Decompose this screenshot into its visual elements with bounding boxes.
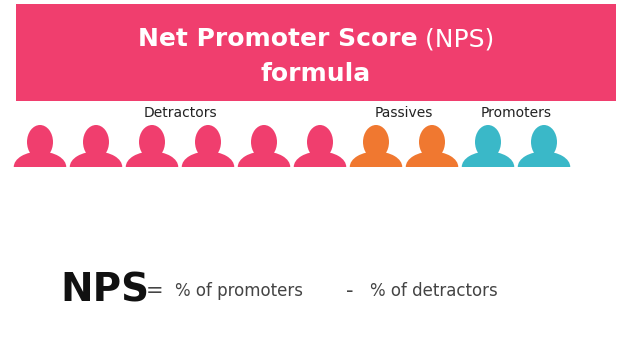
Text: formula: formula [261,62,371,86]
Text: Detractors: Detractors [143,106,217,120]
FancyBboxPatch shape [12,167,68,186]
FancyBboxPatch shape [292,167,348,186]
Ellipse shape [475,125,501,159]
Ellipse shape [182,152,234,182]
Text: (NPS): (NPS) [417,27,494,51]
Ellipse shape [251,125,277,159]
Ellipse shape [70,152,122,182]
Ellipse shape [462,152,514,182]
Text: Promoters: Promoters [480,106,552,120]
Ellipse shape [83,125,109,159]
Ellipse shape [531,125,557,159]
Ellipse shape [294,152,346,182]
Ellipse shape [139,125,165,159]
FancyBboxPatch shape [348,167,404,186]
Ellipse shape [307,125,333,159]
Text: NPS: NPS [60,272,149,310]
Ellipse shape [349,152,402,182]
Ellipse shape [518,152,570,182]
FancyBboxPatch shape [236,167,292,186]
Ellipse shape [238,152,290,182]
Text: % of promoters: % of promoters [175,282,303,300]
Ellipse shape [14,152,66,182]
Ellipse shape [126,152,178,182]
Ellipse shape [419,125,445,159]
FancyBboxPatch shape [516,167,572,186]
Text: Net Promoter Score: Net Promoter Score [138,27,417,51]
FancyBboxPatch shape [124,167,180,186]
Ellipse shape [406,152,458,182]
FancyBboxPatch shape [404,167,460,186]
FancyBboxPatch shape [459,167,516,186]
Text: % of detractors: % of detractors [370,282,498,300]
FancyBboxPatch shape [68,167,125,186]
Text: Passives: Passives [375,106,433,120]
Text: -: - [346,281,354,301]
Ellipse shape [363,125,389,159]
Text: =: = [146,281,164,301]
FancyBboxPatch shape [179,167,236,186]
Ellipse shape [195,125,221,159]
FancyBboxPatch shape [16,4,616,101]
Ellipse shape [27,125,53,159]
